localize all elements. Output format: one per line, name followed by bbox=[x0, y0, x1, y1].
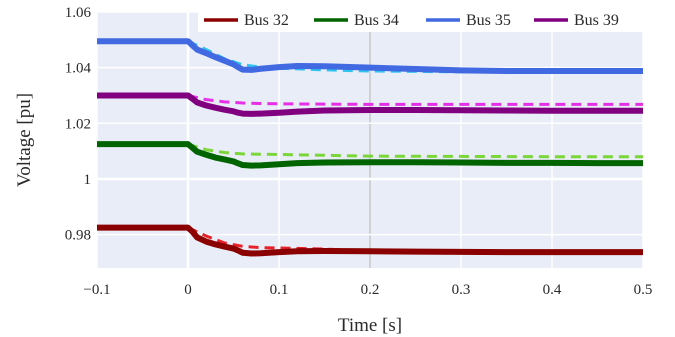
x-tick-label: 0.4 bbox=[543, 282, 562, 298]
y-tick-label: 1.02 bbox=[65, 116, 91, 132]
legend-label-bus-34: Bus 34 bbox=[354, 12, 399, 29]
x-axis-title: Time [s] bbox=[338, 315, 402, 336]
legend: Bus 32 Bus 34 Bus 35 Bus 39 bbox=[198, 8, 644, 32]
x-tick-label: 0 bbox=[184, 282, 192, 298]
y-tick-label: 1.04 bbox=[65, 61, 92, 77]
legend-label-bus-39: Bus 39 bbox=[574, 12, 619, 29]
legend-label-bus-35: Bus 35 bbox=[466, 12, 511, 29]
y-axis-title: Voltage [pu] bbox=[14, 93, 35, 187]
y-axis-ticks: 0.98 1 1.02 1.04 1.06 bbox=[65, 5, 92, 244]
x-tick-label: 0.1 bbox=[270, 282, 289, 298]
y-tick-label: 1.06 bbox=[65, 5, 92, 21]
x-tick-label: −0.1 bbox=[83, 282, 110, 298]
x-tick-label: 0.3 bbox=[452, 282, 471, 298]
legend-label-bus-32: Bus 32 bbox=[244, 12, 289, 29]
x-tick-label: 0.2 bbox=[361, 282, 380, 298]
y-tick-label: 1 bbox=[84, 172, 92, 188]
x-tick-label: 0.5 bbox=[634, 282, 653, 298]
y-tick-label: 0.98 bbox=[65, 228, 91, 244]
x-axis-ticks: −0.1 0 0.1 0.2 0.3 0.4 0.5 bbox=[83, 282, 652, 298]
